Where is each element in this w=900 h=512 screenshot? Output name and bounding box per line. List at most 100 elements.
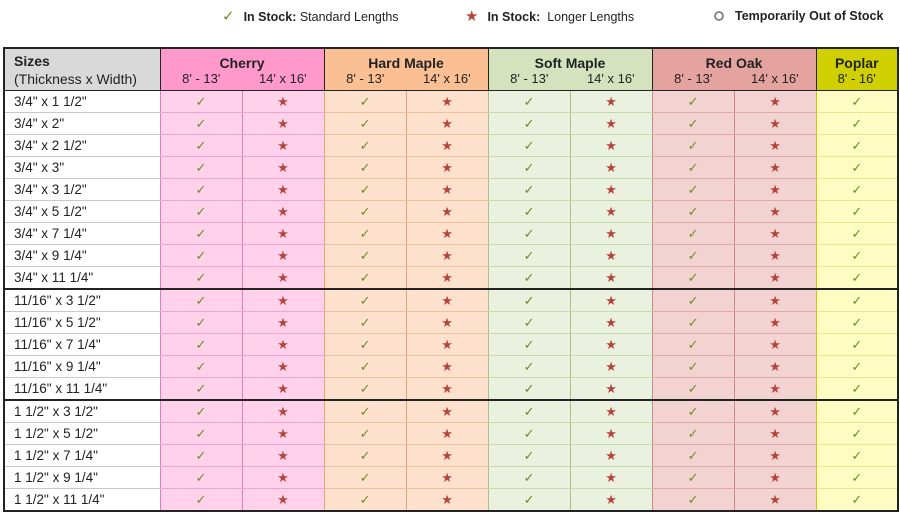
star-icon: ★ <box>769 469 781 485</box>
check-icon: ✓ <box>687 336 699 352</box>
stock-cell: ★ <box>733 377 817 401</box>
check-icon: ✓ <box>851 425 863 441</box>
stock-cell: ✓ <box>159 444 242 467</box>
stock-cell: ★ <box>569 422 653 445</box>
stock-cell: ✓ <box>651 90 735 113</box>
star-icon: ★ <box>769 425 781 441</box>
stock-cell: ★ <box>733 90 817 113</box>
check-icon: ✓ <box>359 181 371 197</box>
star-icon: ★ <box>605 115 617 131</box>
check-icon: ✓ <box>687 491 699 507</box>
star-icon: ★ <box>441 137 453 153</box>
stock-cell: ★ <box>733 444 817 467</box>
stock-cell: ✓ <box>815 466 899 489</box>
stock-cell: ✓ <box>815 400 899 423</box>
stock-cell: ★ <box>241 311 325 334</box>
table-row: 1 1/2" x 5 1/2" ✓ ★ ✓ ★ ✓ ★ ✓ ★ ✓ <box>4 422 899 445</box>
star-icon: ★ <box>277 336 289 352</box>
check-icon: ✓ <box>851 159 863 175</box>
star-icon: ★ <box>605 225 617 241</box>
stock-cell: ✓ <box>815 266 899 290</box>
stock-cell: ✓ <box>487 333 571 356</box>
size-cell: 3/4" x 2" <box>4 112 160 135</box>
stock-cell: ★ <box>569 266 653 290</box>
star-icon: ★ <box>441 93 453 109</box>
stock-cell: ✓ <box>651 422 735 445</box>
size-cell: 11/16" x 9 1/4" <box>4 355 160 378</box>
check-icon: ✓ <box>195 203 207 219</box>
star-icon: ★ <box>605 447 617 463</box>
star-icon: ★ <box>769 269 781 285</box>
star-icon: ★ <box>441 159 453 175</box>
star-icon: ★ <box>769 247 781 263</box>
star-icon: ★ <box>605 425 617 441</box>
star-icon: ★ <box>769 314 781 330</box>
check-icon: ✓ <box>687 225 699 241</box>
length-header: 8' - 13' <box>651 71 735 91</box>
stock-cell: ★ <box>569 466 653 489</box>
table-row: 11/16" x 9 1/4" ✓ ★ ✓ ★ ✓ ★ ✓ ★ ✓ <box>4 355 899 378</box>
size-cell: 11/16" x 7 1/4" <box>4 333 160 356</box>
species-header-poplar: Poplar <box>815 48 899 71</box>
stock-cell: ★ <box>241 466 325 489</box>
star-icon: ★ <box>769 159 781 175</box>
check-icon: ✓ <box>195 115 207 131</box>
length-header: 14' x 16' <box>734 71 817 91</box>
star-icon: ★ <box>465 8 479 25</box>
check-icon: ✓ <box>195 491 207 507</box>
stock-cell: ✓ <box>815 377 899 401</box>
check-icon: ✓ <box>195 358 207 374</box>
stock-cell: ★ <box>405 422 489 445</box>
star-icon: ★ <box>605 491 617 507</box>
stock-cell: ★ <box>241 488 325 512</box>
check-icon: ✓ <box>687 137 699 153</box>
legend-longer-label: In Stock: <box>487 9 541 24</box>
table-row: 3/4" x 5 1/2" ✓ ★ ✓ ★ ✓ ★ ✓ ★ ✓ <box>4 200 899 223</box>
stock-cell: ✓ <box>323 134 407 157</box>
stock-cell: ★ <box>569 289 653 312</box>
stock-cell: ✓ <box>487 200 571 223</box>
check-icon: ✓ <box>359 447 371 463</box>
stock-cell: ★ <box>241 377 325 401</box>
check-icon: ✓ <box>359 469 371 485</box>
star-icon: ★ <box>605 469 617 485</box>
star-icon: ★ <box>441 292 453 308</box>
stock-cell: ✓ <box>815 156 899 179</box>
check-icon: ✓ <box>359 336 371 352</box>
star-icon: ★ <box>605 159 617 175</box>
stock-cell: ★ <box>241 222 325 245</box>
stock-cell: ★ <box>569 112 653 135</box>
stock-cell: ★ <box>733 200 817 223</box>
stock-cell: ★ <box>733 266 817 290</box>
stock-cell: ✓ <box>651 333 735 356</box>
stock-cell: ✓ <box>651 488 735 512</box>
stock-cell: ✓ <box>323 355 407 378</box>
stock-cell: ✓ <box>159 200 242 223</box>
star-icon: ★ <box>769 137 781 153</box>
size-cell: 1 1/2" x 3 1/2" <box>4 400 160 423</box>
size-cell: 3/4" x 3 1/2" <box>4 178 160 201</box>
size-cell: 3/4" x 7 1/4" <box>4 222 160 245</box>
star-icon: ★ <box>769 292 781 308</box>
size-cell: 1 1/2" x 9 1/4" <box>4 466 160 489</box>
star-icon: ★ <box>605 314 617 330</box>
stock-cell: ★ <box>405 377 489 401</box>
star-icon: ★ <box>769 225 781 241</box>
stock-cell: ✓ <box>487 422 571 445</box>
stock-cell: ★ <box>241 400 325 423</box>
check-icon: ✓ <box>687 425 699 441</box>
check-icon: ✓ <box>523 159 535 175</box>
check-icon: ✓ <box>687 380 699 396</box>
check-icon: ✓ <box>195 137 207 153</box>
star-icon: ★ <box>441 247 453 263</box>
check-icon: ✓ <box>687 447 699 463</box>
sizes-header: Sizes (Thickness x Width) <box>4 48 160 91</box>
stock-cell: ✓ <box>323 444 407 467</box>
stock-cell: ★ <box>569 90 653 113</box>
stock-cell: ✓ <box>651 289 735 312</box>
star-icon: ★ <box>277 269 289 285</box>
check-icon: ✓ <box>195 425 207 441</box>
star-icon: ★ <box>277 380 289 396</box>
star-icon: ★ <box>441 225 453 241</box>
check-icon: ✓ <box>359 203 371 219</box>
